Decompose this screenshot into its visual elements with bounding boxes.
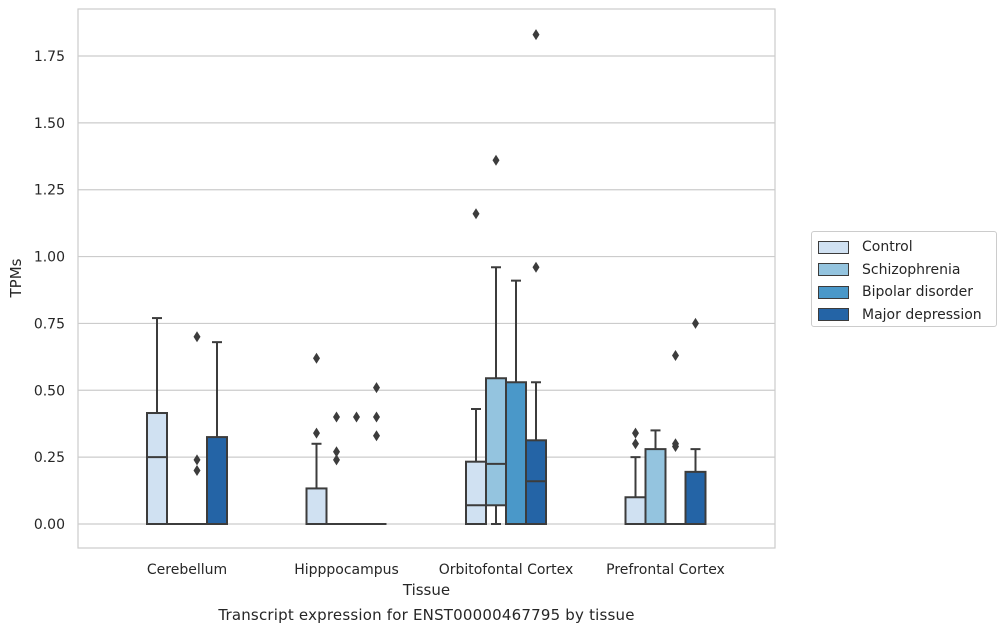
y-axis: 0.00 0.25 0.50 0.75 1.00 1.25 1.50 1.75	[34, 49, 65, 533]
box-bipolar-disorder	[665, 350, 686, 525]
box-body	[485, 377, 507, 507]
box-schizophrenia	[644, 429, 667, 525]
outlier-point	[632, 427, 639, 439]
outlier-point	[472, 208, 480, 220]
box-body	[305, 487, 328, 526]
box-bipolar-disorder	[505, 279, 527, 525]
y-tick-label: 0.00	[34, 517, 65, 533]
outlier-point	[333, 411, 340, 423]
legend-item: Schizophrenia	[818, 259, 990, 282]
outlier-point	[193, 465, 201, 477]
box-bipolar-disorder	[346, 411, 367, 525]
outlier-point	[373, 382, 380, 394]
legend-label: Bipolar disorder	[862, 284, 974, 301]
plot-frame	[77, 8, 776, 549]
outlier-point	[313, 352, 320, 364]
legend-item: Control	[818, 236, 990, 259]
chart-caption: Transcript expression for ENST0000046779…	[218, 606, 635, 624]
x-tick-label: Orbitofontal Cortex	[439, 562, 574, 578]
outlier-point	[313, 427, 320, 439]
box-control	[146, 317, 168, 526]
legend-swatch	[818, 285, 849, 299]
box-control	[624, 427, 647, 525]
outlier-point	[353, 411, 360, 423]
box-schizophrenia	[485, 154, 507, 525]
outlier-point	[672, 438, 679, 450]
legend-item: Bipolar disorder	[818, 281, 990, 304]
box-body	[206, 436, 228, 526]
outlier-point	[532, 261, 540, 273]
box-control	[465, 208, 487, 526]
box-body	[624, 496, 647, 525]
outlier-point	[333, 454, 340, 466]
x-tick-label: Hipppocampus	[294, 562, 399, 578]
y-tick-label: 1.00	[34, 250, 65, 266]
y-tick-label: 1.50	[34, 116, 65, 132]
box-body	[644, 448, 667, 525]
box-body	[684, 470, 707, 526]
box-bipolar-disorder	[187, 331, 207, 525]
box-major-depression	[366, 382, 387, 525]
y-tick-label: 1.25	[34, 183, 65, 199]
box-control	[305, 352, 328, 526]
outlier-point	[373, 411, 380, 423]
box-body	[505, 381, 527, 525]
x-tick-label: Cerebellum	[147, 562, 227, 578]
y-tick-label: 0.50	[34, 383, 65, 399]
legend-swatch	[818, 263, 849, 277]
x-tick-label: Prefrontal Cortex	[606, 562, 725, 578]
legend-item: Major depression	[818, 304, 990, 327]
box-schizophrenia	[326, 411, 347, 525]
outlier-point	[672, 350, 679, 362]
y-axis-label: TPMs	[7, 258, 25, 298]
legend-label: Major depression	[862, 306, 982, 323]
y-tick-label: 0.25	[34, 450, 65, 466]
outlier-point	[492, 154, 500, 166]
legend-label: Control	[862, 239, 913, 256]
box-major-depression	[525, 29, 547, 525]
outlier-point	[193, 331, 201, 343]
legend-swatch	[818, 240, 849, 254]
outlier-point	[532, 29, 540, 41]
legend-swatch	[818, 308, 849, 322]
outlier-point	[373, 430, 380, 442]
box-body	[465, 460, 487, 526]
grid-lines	[78, 55, 775, 525]
x-axis-label: Tissue	[402, 581, 450, 599]
outlier-point	[333, 446, 340, 458]
box-major-depression	[206, 341, 228, 526]
y-tick-label: 1.75	[34, 49, 65, 65]
outlier-point	[692, 317, 699, 329]
legend: Control Schizophrenia Bipolar disorder Majo…	[811, 231, 997, 327]
outlier-point	[193, 454, 201, 466]
x-axis: Cerebellum Hipppocampus Orbitofontal Corte…	[147, 562, 725, 578]
outlier-point	[632, 438, 639, 450]
box-major-depression	[684, 317, 707, 526]
box-body	[146, 412, 168, 526]
legend-label: Schizophrenia	[862, 261, 961, 278]
y-tick-label: 0.75	[34, 316, 65, 332]
box-series	[146, 29, 707, 526]
